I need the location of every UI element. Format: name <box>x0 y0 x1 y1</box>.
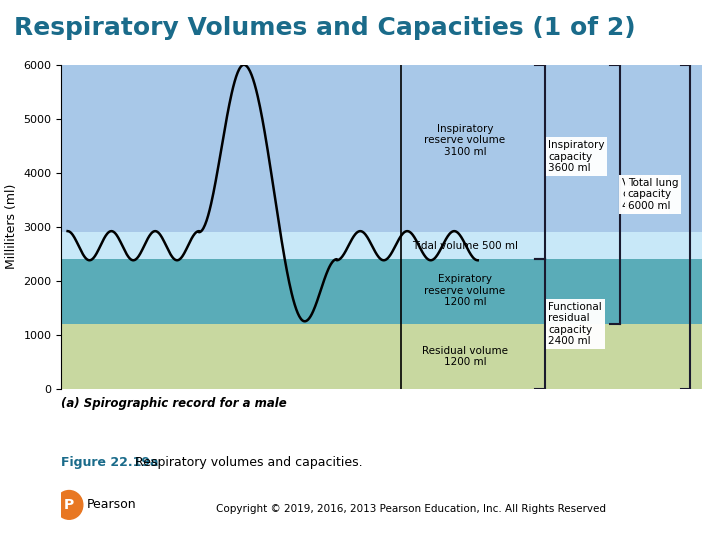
Bar <box>61 232 702 259</box>
Text: Figure 22.19a: Figure 22.19a <box>61 456 158 469</box>
Text: Functional
residual
capacity
2400 ml: Functional residual capacity 2400 ml <box>548 302 602 346</box>
Text: Inspiratory
capacity
3600 ml: Inspiratory capacity 3600 ml <box>548 140 605 173</box>
Text: P: P <box>64 498 74 512</box>
Text: Expiratory
reserve volume
1200 ml: Expiratory reserve volume 1200 ml <box>424 274 505 307</box>
Text: Inspiratory
reserve volume
3100 ml: Inspiratory reserve volume 3100 ml <box>424 124 505 157</box>
Text: (a) Spirographic record for a male: (a) Spirographic record for a male <box>61 397 287 410</box>
Text: Vital
capacity
4800 ml: Vital capacity 4800 ml <box>622 178 666 211</box>
Text: Residual volume
1200 ml: Residual volume 1200 ml <box>422 346 508 367</box>
Text: Respiratory volumes and capacities.: Respiratory volumes and capacities. <box>131 456 363 469</box>
Y-axis label: Milliliters (ml): Milliliters (ml) <box>5 184 18 269</box>
Text: Copyright © 2019, 2016, 2013 Pearson Education, Inc. All Rights Reserved: Copyright © 2019, 2016, 2013 Pearson Edu… <box>216 504 606 514</box>
Text: Total lung
capacity
6000 ml: Total lung capacity 6000 ml <box>628 178 678 211</box>
Text: Tidal volume 500 ml: Tidal volume 500 ml <box>412 241 518 251</box>
Text: Respiratory Volumes and Capacities (1 of 2): Respiratory Volumes and Capacities (1 of… <box>14 16 636 40</box>
Bar <box>61 65 702 232</box>
Bar <box>61 259 702 324</box>
Circle shape <box>55 490 83 519</box>
Text: Pearson: Pearson <box>86 498 136 511</box>
Bar <box>61 324 702 389</box>
